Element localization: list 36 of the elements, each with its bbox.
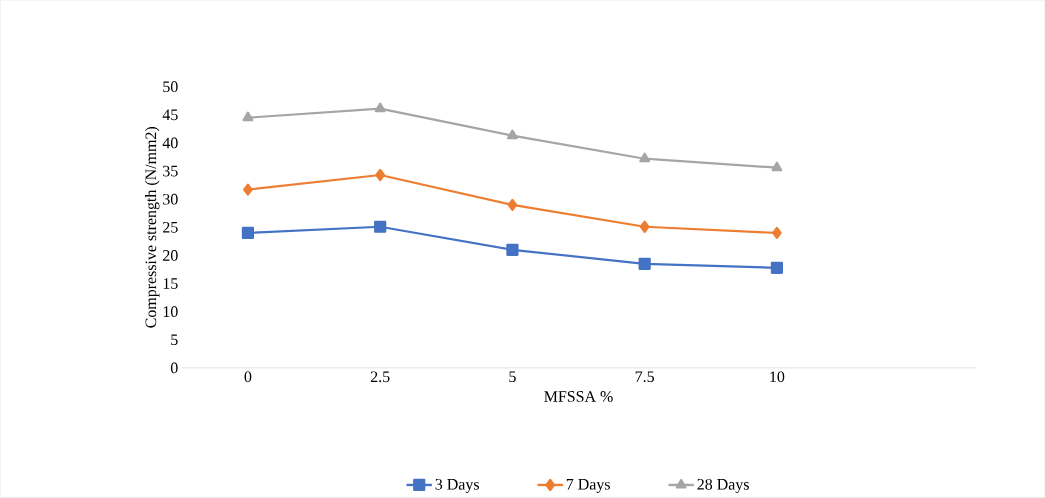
x-tick-label: 0	[244, 371, 252, 383]
point	[639, 152, 651, 163]
y-tick-label: 30	[163, 193, 178, 205]
point	[506, 129, 518, 140]
point	[770, 261, 784, 275]
y-tick-label: 5	[171, 334, 178, 346]
point	[772, 226, 782, 240]
x-tick-label: 5	[509, 371, 516, 383]
y-axis-title: Compressive strength (N/mm2)	[144, 127, 160, 328]
point	[506, 243, 519, 257]
x-tick-label: 2.5	[370, 371, 390, 383]
x-tick-label: 7.5	[635, 371, 654, 383]
point	[639, 220, 650, 234]
y-tick-label: 35	[163, 165, 178, 177]
y-tick-label: 15	[163, 278, 178, 290]
y-tick-label: 10	[163, 306, 178, 318]
legend-label: 7 Days	[566, 479, 610, 494]
legend-label: 28 Days	[697, 479, 749, 494]
x-tick-label: 10	[770, 371, 785, 383]
point	[507, 198, 518, 212]
point	[374, 220, 387, 234]
y-tick-label: 45	[162, 109, 178, 121]
y-tick-label: 50	[163, 81, 178, 93]
y-tick-label: 20	[163, 250, 178, 261]
x-axis-title: MFSSA %	[544, 391, 613, 403]
y-tick-label: 25	[163, 222, 178, 233]
point	[638, 257, 651, 271]
legend-label: 3 Days	[435, 479, 479, 494]
point	[243, 183, 253, 196]
y-tick-label: 40	[162, 137, 178, 149]
point	[375, 169, 386, 182]
y-tick-label: 0	[170, 362, 178, 374]
point	[242, 111, 254, 122]
point	[241, 226, 255, 240]
point	[374, 102, 386, 113]
point	[771, 161, 783, 172]
